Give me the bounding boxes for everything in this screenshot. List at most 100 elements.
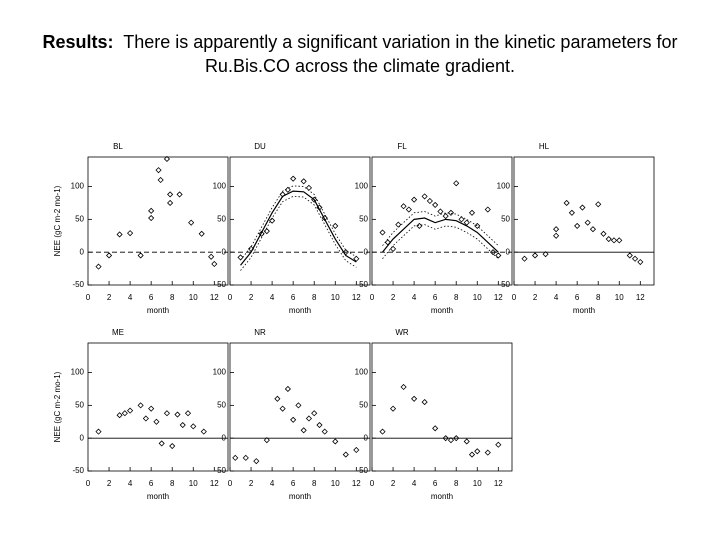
point xyxy=(605,235,612,243)
point xyxy=(353,255,360,262)
x-axis-label: month xyxy=(147,306,169,315)
point xyxy=(174,411,181,418)
point xyxy=(379,428,386,435)
x-tick-label: 10 xyxy=(189,293,198,302)
x-tick-label: 4 xyxy=(554,293,559,302)
point xyxy=(158,440,165,447)
point xyxy=(600,230,607,237)
point xyxy=(463,438,470,445)
x-tick-label: 0 xyxy=(370,293,375,302)
x-tick-label: 2 xyxy=(391,479,396,488)
y-tick-label: 100 xyxy=(71,182,85,191)
point xyxy=(290,416,297,423)
x-tick-label: 4 xyxy=(128,293,133,302)
x-tick-label: 10 xyxy=(473,293,482,302)
point xyxy=(484,206,491,213)
point xyxy=(616,237,623,244)
point xyxy=(353,446,360,454)
x-tick-label: 0 xyxy=(228,479,233,488)
point xyxy=(421,399,428,406)
point xyxy=(495,252,502,259)
point xyxy=(305,184,313,191)
y-tick-label: -50 xyxy=(498,280,510,289)
point xyxy=(453,435,460,442)
y-tick-label: 50 xyxy=(75,400,84,409)
point xyxy=(474,448,481,455)
point xyxy=(563,199,570,207)
point xyxy=(95,428,102,435)
point xyxy=(163,410,171,417)
panel-title: ME xyxy=(112,328,124,337)
point xyxy=(184,410,192,417)
point xyxy=(148,405,155,412)
x-tick-label: 12 xyxy=(352,293,361,302)
x-axis-label: month xyxy=(289,306,311,315)
x-tick-label: 6 xyxy=(149,479,154,488)
y-tick-label: -50 xyxy=(72,280,84,289)
model-line xyxy=(240,190,357,266)
point xyxy=(626,252,633,259)
point xyxy=(232,454,239,461)
point xyxy=(474,222,481,229)
point xyxy=(167,191,174,198)
y-tick-label: 0 xyxy=(364,247,369,256)
x-tick-label: 4 xyxy=(270,293,275,302)
y-axis-label: NEE (gC m-2 mo-1) xyxy=(53,371,62,442)
point xyxy=(400,383,407,391)
plot-frame xyxy=(87,156,229,286)
y-tick-label: 100 xyxy=(71,368,85,377)
point xyxy=(105,252,113,259)
point xyxy=(568,209,575,216)
point xyxy=(421,193,428,200)
point xyxy=(442,435,449,442)
y-tick-label: 50 xyxy=(359,400,368,409)
point xyxy=(305,415,313,422)
point xyxy=(495,441,502,448)
x-tick-label: 10 xyxy=(331,479,340,488)
point xyxy=(300,178,307,185)
x-tick-label: 6 xyxy=(575,293,580,302)
panel-title: WR xyxy=(395,328,409,337)
point xyxy=(468,209,476,216)
point xyxy=(142,415,149,422)
y-tick-label: -50 xyxy=(214,466,226,475)
point xyxy=(484,449,491,456)
x-tick-label: 8 xyxy=(312,293,317,302)
x-tick-label: 8 xyxy=(454,479,459,488)
point xyxy=(458,216,465,223)
x-axis-label: month xyxy=(289,492,311,501)
point xyxy=(437,208,444,215)
x-tick-label: 6 xyxy=(433,293,438,302)
x-tick-label: 10 xyxy=(473,479,482,488)
x-tick-label: 6 xyxy=(149,293,154,302)
x-tick-label: 2 xyxy=(107,479,112,488)
model-line xyxy=(382,217,499,253)
point xyxy=(553,226,560,233)
point xyxy=(127,407,134,414)
x-tick-label: 12 xyxy=(636,293,645,302)
point xyxy=(311,410,318,417)
y-tick-label: 0 xyxy=(506,247,511,256)
plot-frame xyxy=(371,342,513,472)
point xyxy=(321,428,328,435)
y-tick-label: 100 xyxy=(497,182,511,191)
y-tick-label: 50 xyxy=(501,214,510,223)
point xyxy=(263,437,270,444)
x-axis-label: month xyxy=(431,492,453,501)
point xyxy=(542,251,549,258)
x-tick-label: 4 xyxy=(270,479,275,488)
point xyxy=(167,199,174,207)
x-axis-label: month xyxy=(147,492,169,501)
x-tick-label: 0 xyxy=(370,479,375,488)
point xyxy=(389,245,397,252)
point xyxy=(411,196,418,203)
x-tick-label: 12 xyxy=(210,479,219,488)
y-tick-label: -50 xyxy=(356,280,368,289)
x-tick-label: 6 xyxy=(291,479,296,488)
point xyxy=(258,230,265,237)
point xyxy=(447,437,455,444)
x-tick-label: 4 xyxy=(412,479,417,488)
x-tick-label: 12 xyxy=(494,293,503,302)
x-tick-label: 0 xyxy=(512,293,517,302)
point xyxy=(432,425,439,432)
